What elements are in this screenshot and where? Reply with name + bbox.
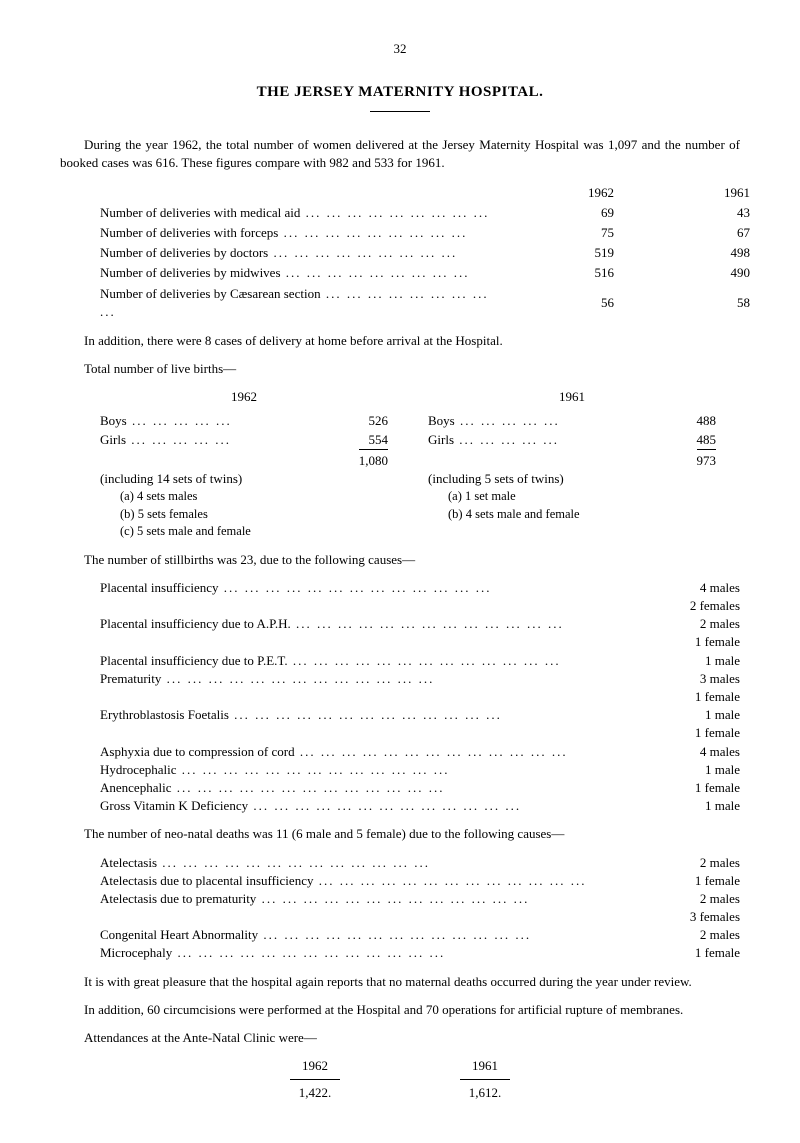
page-number: 32 xyxy=(60,40,740,58)
attendance-heading: Attendances at the Ante-Natal Clinic wer… xyxy=(60,1029,740,1047)
stillbirths-list: Placental insufficiency4 males 2 females… xyxy=(100,579,740,815)
year-header: 1961 xyxy=(644,183,780,203)
table-row: Number of deliveries with forceps 75 67 xyxy=(100,223,780,243)
neonatal-heading: The number of neo-natal deaths was 11 (6… xyxy=(60,825,740,843)
births-1961: 1961 Boys488 Girls485 973 (including 5 s… xyxy=(428,388,716,540)
table-row: Number of deliveries by Cæsarean section… xyxy=(100,284,780,322)
births-columns: 1962 Boys526 Girls554 1,080 (including 1… xyxy=(100,388,740,540)
intro-paragraph: During the year 1962, the total number o… xyxy=(60,136,740,172)
stillbirths-heading: The number of stillbirths was 23, due to… xyxy=(60,551,740,569)
attendance-table: 1962 1,422. 1961 1,612. xyxy=(60,1057,740,1102)
deliveries-table: 1962 1961 Number of deliveries with medi… xyxy=(100,183,780,322)
page-title: THE JERSEY MATERNITY HOSPITAL. xyxy=(60,82,740,103)
divider xyxy=(370,111,430,112)
circumcision-line: In addition, 60 circumcisions were perfo… xyxy=(60,1001,740,1019)
year-header: 1962 xyxy=(508,183,644,203)
births-1962: 1962 Boys526 Girls554 1,080 (including 1… xyxy=(100,388,388,540)
addition-line: In addition, there were 8 cases of deliv… xyxy=(60,332,740,350)
total-births-heading: Total number of live births— xyxy=(60,360,740,378)
table-row: Number of deliveries with medical aid 69… xyxy=(100,203,780,223)
neonatal-list: Atelectasis2 males Atelectasis due to pl… xyxy=(100,854,740,963)
table-row: Number of deliveries by midwives 516 490 xyxy=(100,263,780,283)
table-row: Number of deliveries by doctors 519 498 xyxy=(100,243,780,263)
pleasure-line: It is with great pleasure that the hospi… xyxy=(60,973,740,991)
